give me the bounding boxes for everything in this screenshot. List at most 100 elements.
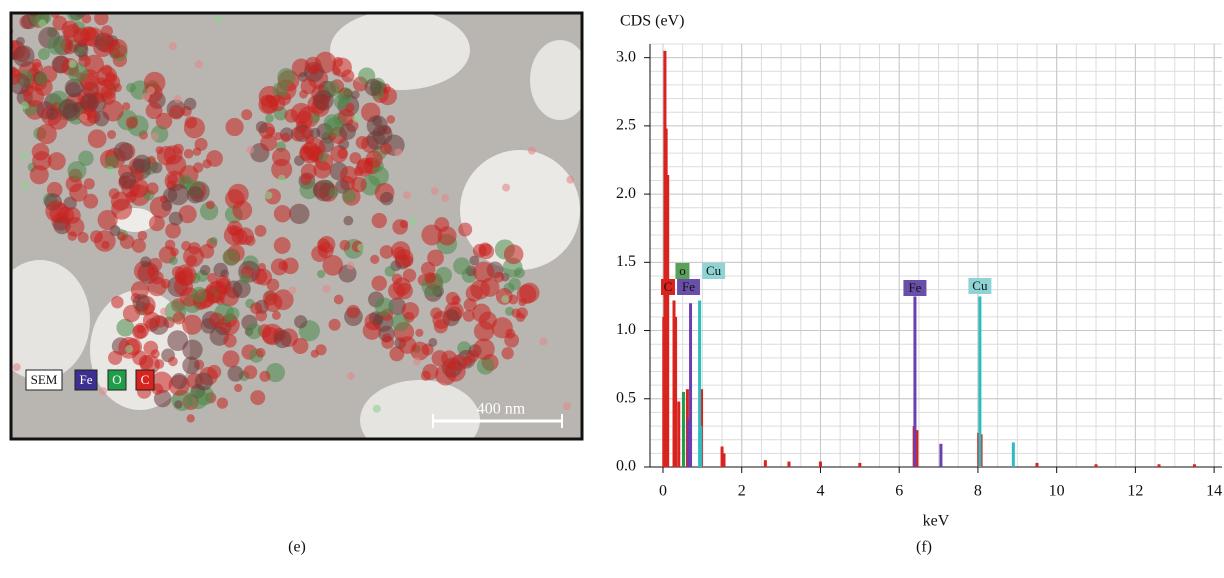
peak [787,461,791,467]
peak [722,453,726,467]
sem-particle [207,272,218,284]
sem-particle [83,178,95,190]
sem-dot [214,14,223,23]
sem-particle [54,0,70,9]
sem-dot [288,286,297,295]
sem-particle [163,145,183,165]
sem-particle [274,132,283,141]
sem-dot [566,175,575,184]
plot: 0.0 0.5 1.0 1.5 2.0 2.5 3.0 0 2 4 6 8 10 12 14 Co Cu Fe Fe… [616,43,1222,500]
peak [939,443,943,467]
peak [913,296,917,467]
sem-dot [246,145,255,154]
sem-particle [504,332,520,348]
sem-particle [168,356,178,367]
sem-particle [202,159,212,169]
sem-particle [310,113,321,123]
sem-particle [45,107,59,121]
legend-swatch [107,369,127,391]
sem-particle [337,148,348,159]
x-tick-label: 0 [659,483,667,500]
sem-particle [122,304,141,323]
peak-label-box [903,280,927,296]
sem-particle [174,400,183,409]
y-tick-label: 2.0 [616,185,636,202]
sem-particle [232,200,253,221]
scale-bar-label: 400 nm [477,401,526,418]
sem-particle [169,247,179,257]
sem-particle [155,146,164,155]
sem-dot [501,295,510,304]
sem-particle [125,116,138,129]
sem-particle [478,243,495,260]
sem-particle [299,146,314,161]
y-tick-label: 0.5 [616,389,636,406]
sem-particle [271,158,293,180]
sem-dot [441,193,450,202]
sem-particle [339,239,351,251]
sem-particle [415,328,424,337]
sem-particle [255,268,273,286]
sem-particle [424,272,436,284]
peak-label: o [679,263,686,278]
peak [674,316,678,467]
peak-label-box [968,278,992,294]
sem-particle [259,370,271,382]
sem-particle [315,344,327,356]
peak-label: Cu [706,263,722,278]
sem-particle [289,203,310,225]
sem-particle [268,94,286,112]
peak [1157,464,1161,467]
sem-particle [148,215,165,232]
peak-label: C [664,279,673,294]
sem-particle [254,224,267,237]
sem-particle [172,311,186,325]
sem-particle [255,121,268,134]
sem-particle [503,244,524,265]
sem-particle [142,302,155,315]
sem-particle [349,152,362,165]
peak [720,446,724,467]
sem-dot [79,113,88,122]
peak [915,430,919,467]
sem-particle [182,356,200,375]
legend-swatch [74,369,98,391]
sem-particle [278,260,288,271]
sem-particle [150,270,164,285]
sem-particle [318,235,336,254]
sem-dot [394,148,403,157]
peak [978,296,982,467]
sem-dot [106,166,115,175]
sem-dot [357,243,366,252]
sem-particle [137,230,148,241]
sem-particle [273,237,291,254]
peak-label-box [661,279,676,295]
sem-particle [165,222,181,239]
sem-particle [226,220,243,237]
sem-particle [215,296,225,305]
peak [1035,462,1039,467]
sem-particle [43,0,61,12]
sem-particle [108,38,128,59]
sem-particle [318,152,328,162]
caption: (e) [288,539,306,556]
sem-particle [265,126,275,137]
x-tick-label: 8 [974,483,982,500]
sem-particle [343,215,354,226]
sem-particle [472,303,491,323]
sem-particle [458,222,473,237]
sem-particle [310,64,319,74]
sem-particle [111,295,124,309]
sem-particle [273,330,292,349]
sem-particle [511,308,521,318]
sem-particle [122,102,131,111]
sem-particle [194,137,208,151]
sem-particle [394,249,414,268]
sem-particle [103,74,121,91]
peak [689,303,693,467]
sem-particle [47,36,66,55]
peak [818,461,822,467]
sem-dot [21,181,30,190]
sem-particle [31,58,42,69]
sem-dot [430,187,439,196]
